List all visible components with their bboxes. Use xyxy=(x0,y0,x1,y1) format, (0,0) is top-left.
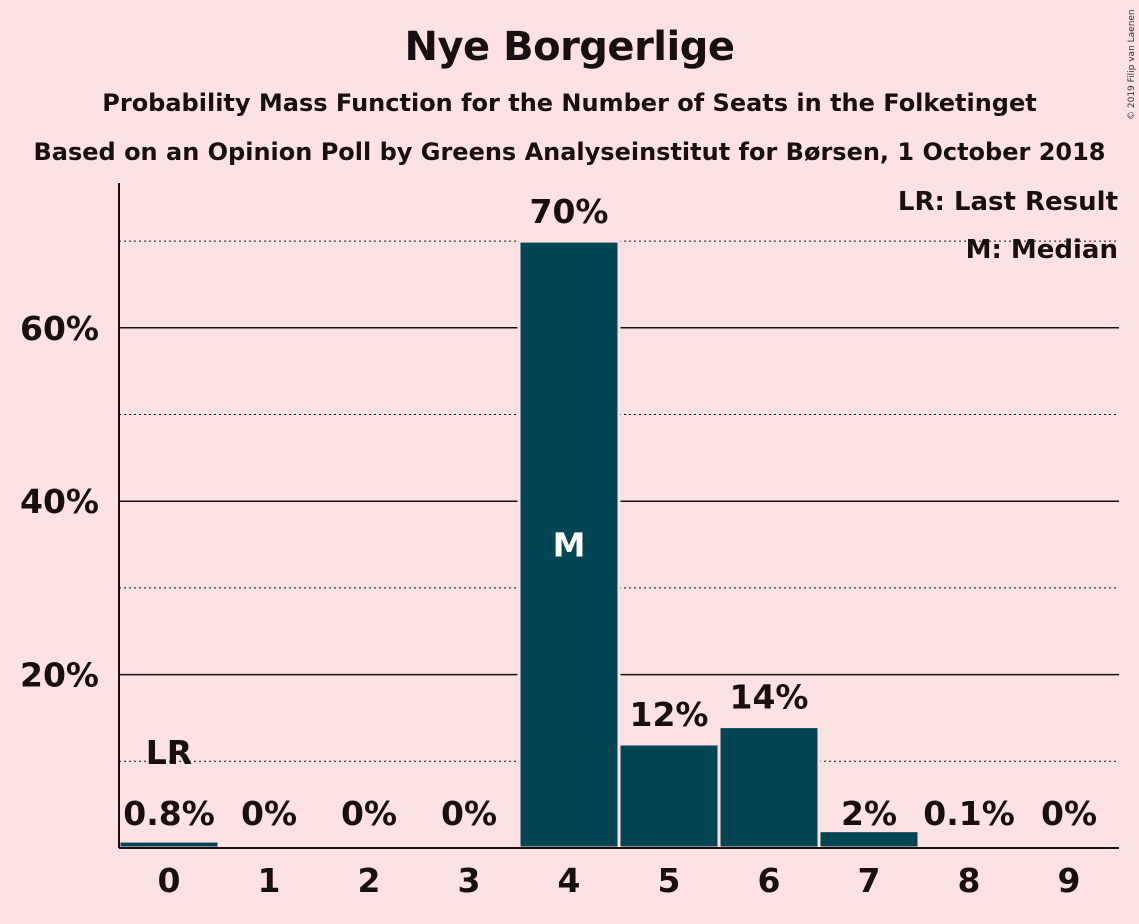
chart-source-subtitle: Based on an Opinion Poll by Greens Analy… xyxy=(33,138,1106,166)
data-label: 0% xyxy=(341,794,397,833)
y-tick-label: 20% xyxy=(20,656,99,695)
x-tick-label: 0 xyxy=(158,861,181,900)
axes xyxy=(118,183,1119,849)
bar xyxy=(517,239,621,850)
median-marker: M xyxy=(553,526,586,565)
bar xyxy=(717,725,821,850)
y-tick-label: 60% xyxy=(20,309,99,348)
bar xyxy=(817,829,921,850)
x-tick-label: 2 xyxy=(358,861,381,900)
x-tick-label: 3 xyxy=(458,861,481,900)
legend-entry: M: Median xyxy=(966,235,1118,265)
bar xyxy=(117,839,221,850)
x-tick-label: 1 xyxy=(258,861,281,900)
x-tick-label: 8 xyxy=(958,861,981,900)
data-label: 0% xyxy=(1041,794,1097,833)
bars xyxy=(117,239,1021,850)
data-label: 2% xyxy=(841,794,897,833)
legend-entry: LR: Last Result xyxy=(898,187,1118,217)
x-tick-label: 4 xyxy=(558,861,581,900)
chart-subtitle: Probability Mass Function for the Number… xyxy=(102,89,1037,117)
data-label: 0% xyxy=(441,794,497,833)
last-result-marker: LR xyxy=(146,733,192,772)
legend: LR: Last Result M: Median xyxy=(898,187,1118,265)
data-label: 0% xyxy=(241,794,297,833)
data-label: 14% xyxy=(730,678,809,717)
x-tick-label: 5 xyxy=(658,861,681,900)
x-tick-label: 9 xyxy=(1058,861,1081,900)
y-tick-label: 40% xyxy=(20,482,99,521)
x-tick-label: 7 xyxy=(858,861,881,900)
data-label: 0.8% xyxy=(123,794,215,833)
chart-title: Nye Borgerlige xyxy=(404,24,735,70)
data-label: 12% xyxy=(630,695,709,734)
data-label: 0.1% xyxy=(923,794,1015,833)
bar xyxy=(617,742,721,850)
data-label: 70% xyxy=(530,192,609,231)
labels: 20%40%60%00.8%10%20%30%470%512%614%72%80… xyxy=(20,192,1097,900)
x-tick-label: 6 xyxy=(758,861,781,900)
